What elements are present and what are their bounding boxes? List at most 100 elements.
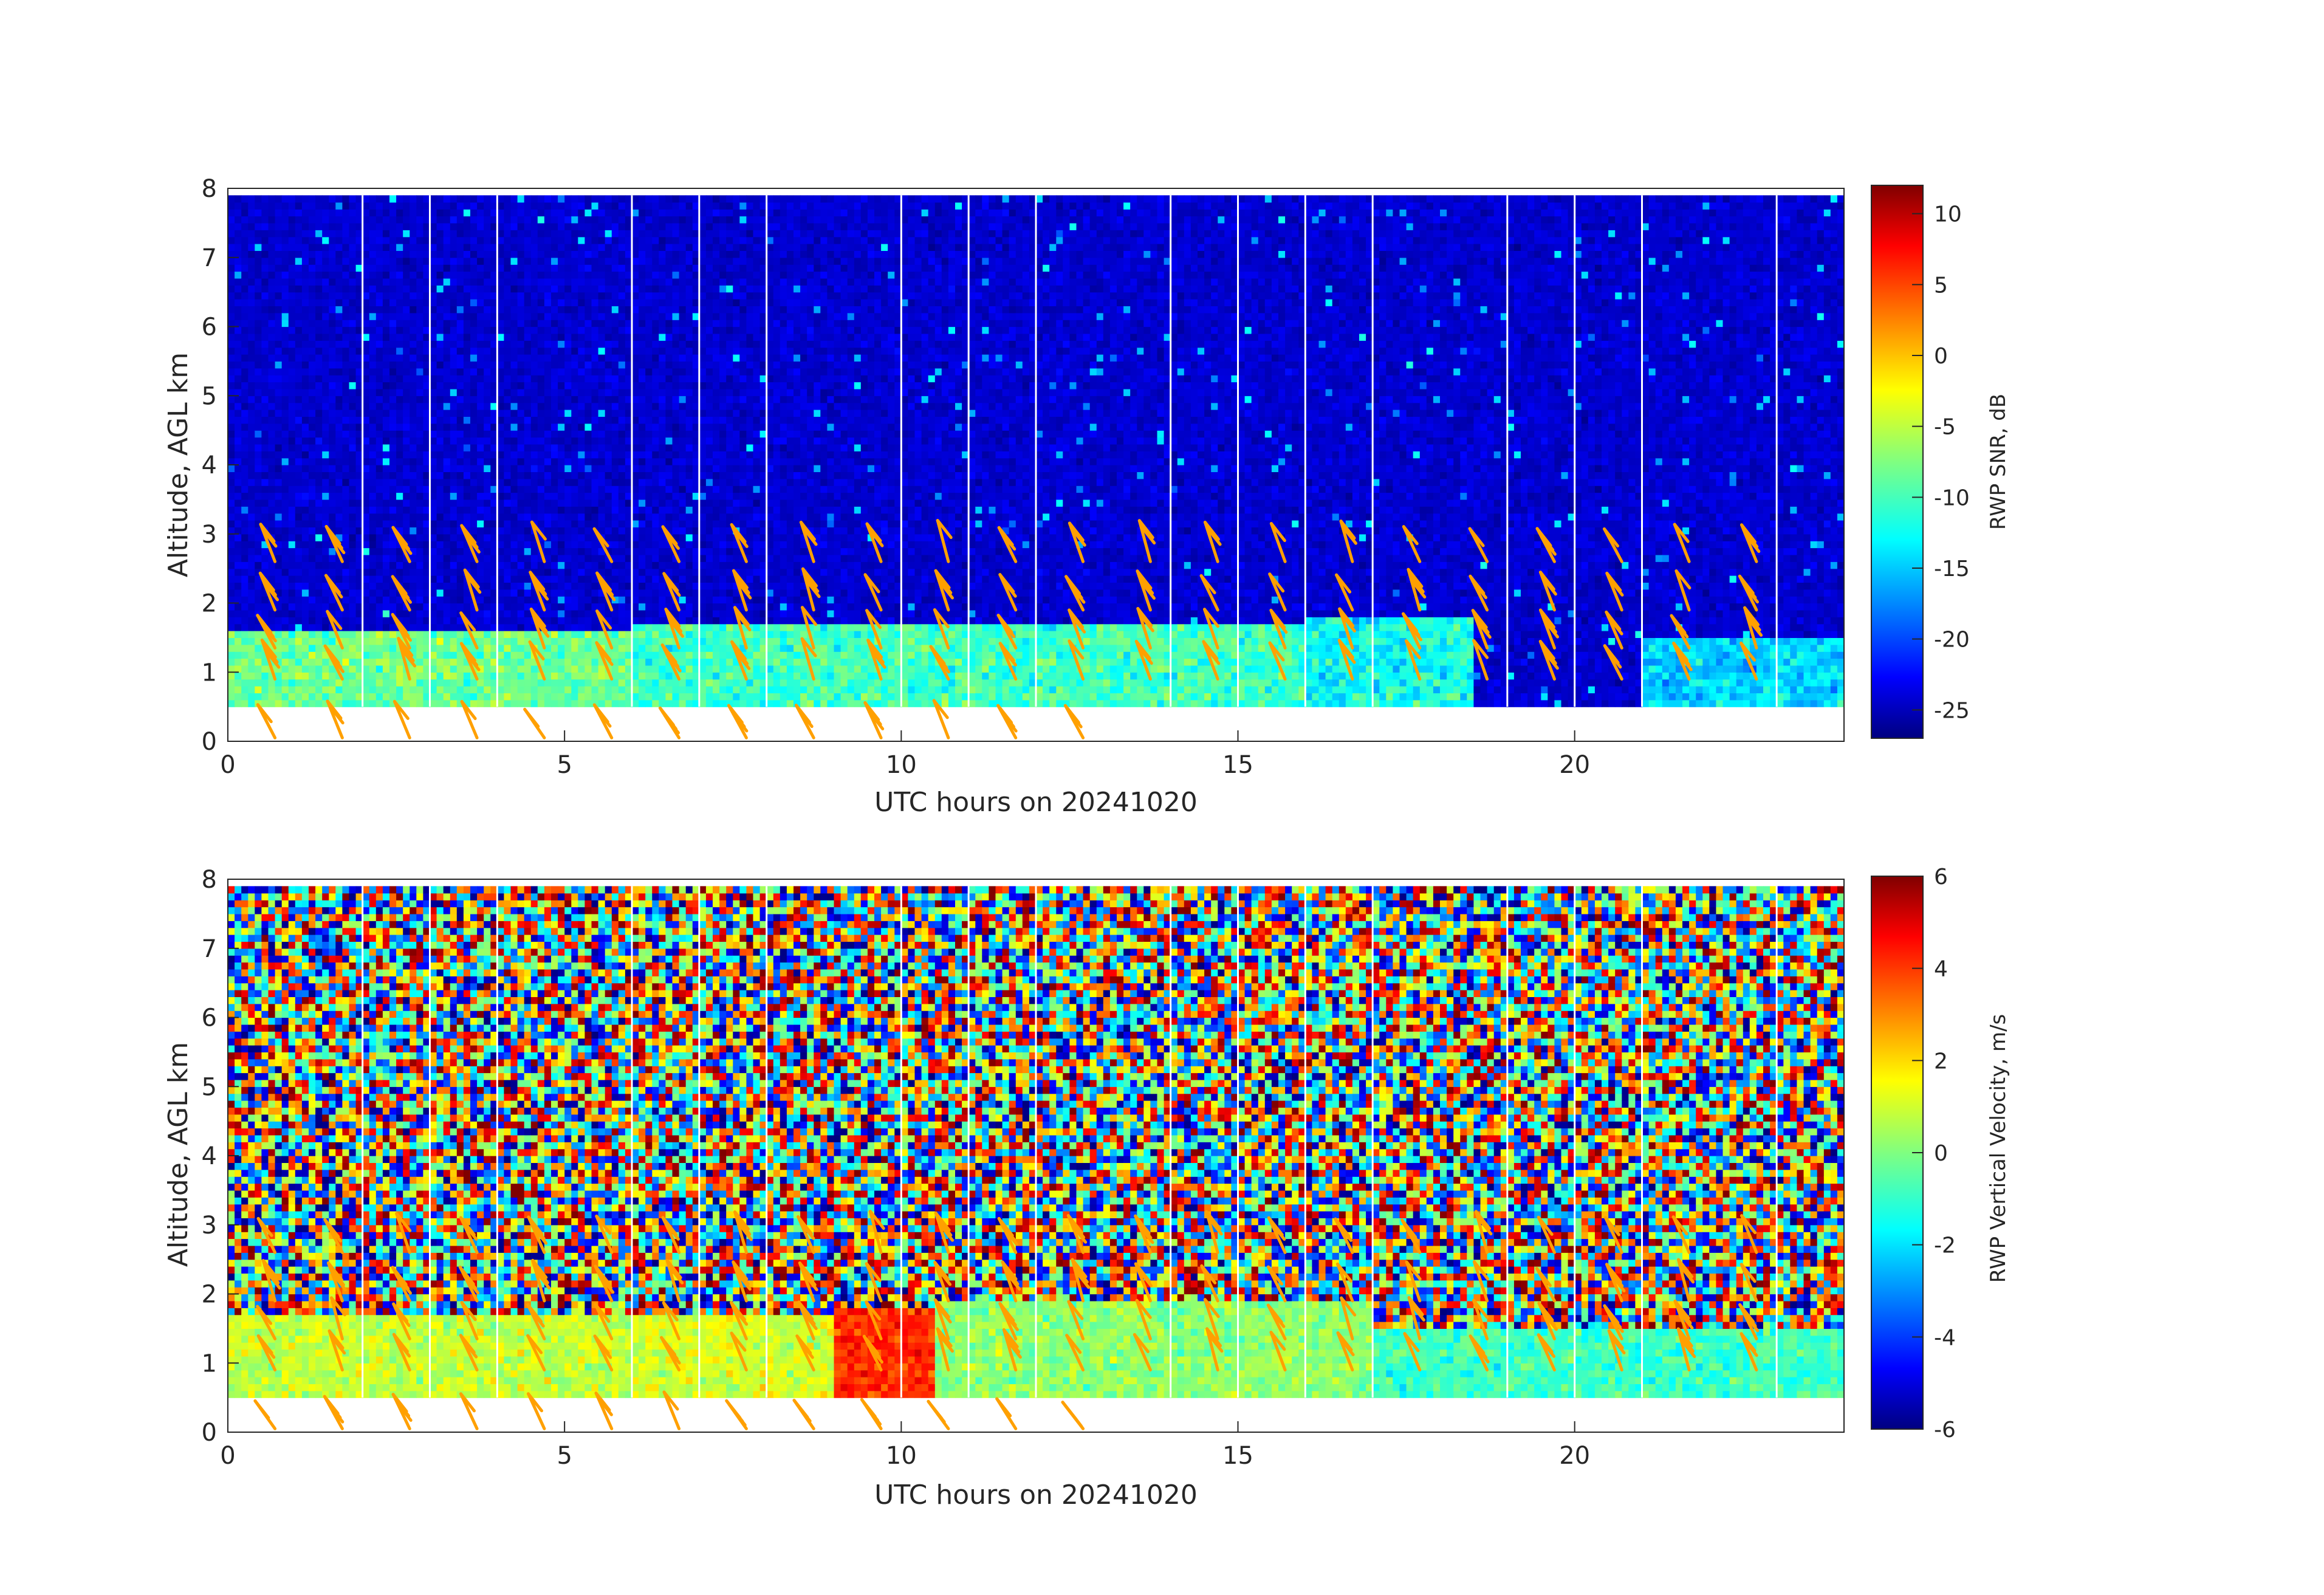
heatmap-cell bbox=[369, 285, 377, 292]
heatmap-cell bbox=[235, 396, 242, 403]
heatmap-cell bbox=[437, 458, 444, 465]
heatmap-cell bbox=[349, 631, 357, 638]
heatmap-cell bbox=[322, 250, 329, 258]
heatmap-cell bbox=[275, 424, 283, 431]
heatmap-cell bbox=[430, 548, 437, 555]
heatmap-cell bbox=[477, 430, 484, 437]
heatmap-cell bbox=[430, 458, 437, 465]
heatmap-cell bbox=[282, 313, 289, 320]
heatmap-cell bbox=[470, 244, 478, 251]
heatmap-cell bbox=[282, 645, 289, 652]
heatmap-cell bbox=[444, 458, 451, 465]
heatmap-cell bbox=[255, 348, 262, 355]
heatmap-cell bbox=[255, 541, 262, 548]
heatmap-cell bbox=[457, 659, 464, 666]
heatmap-cell bbox=[430, 589, 437, 597]
heatmap-cell bbox=[322, 444, 329, 451]
heatmap-cell bbox=[261, 493, 269, 500]
heatmap-cell bbox=[302, 202, 309, 210]
heatmap-cell bbox=[376, 637, 383, 645]
heatmap-cell bbox=[329, 320, 336, 327]
heatmap-cell bbox=[444, 389, 451, 396]
heatmap-cell bbox=[302, 541, 309, 548]
heatmap-cell bbox=[444, 569, 451, 576]
heatmap-cell bbox=[315, 610, 323, 617]
heatmap-cell bbox=[410, 534, 417, 541]
heatmap-cell bbox=[416, 264, 423, 272]
heatmap-cell bbox=[342, 686, 349, 693]
heatmap-cell bbox=[335, 272, 343, 279]
heatmap-cell bbox=[464, 458, 471, 465]
heatmap-cell bbox=[403, 527, 410, 534]
heatmap-cell bbox=[235, 278, 242, 286]
heatmap-cell bbox=[464, 327, 471, 334]
heatmap-cell bbox=[282, 264, 289, 272]
heatmap-cell bbox=[383, 382, 390, 389]
heatmap-cell bbox=[329, 569, 336, 576]
heatmap-cell bbox=[444, 250, 451, 258]
heatmap-cell bbox=[302, 686, 309, 693]
heatmap-cell bbox=[248, 458, 255, 465]
heatmap-cell bbox=[228, 354, 235, 362]
heatmap-cell bbox=[464, 216, 471, 224]
heatmap-cell bbox=[450, 430, 458, 437]
heatmap-cell bbox=[477, 485, 484, 493]
heatmap-cell bbox=[383, 513, 390, 521]
heatmap-cell bbox=[363, 327, 370, 334]
heatmap-cell bbox=[329, 437, 336, 445]
heatmap-cell bbox=[363, 555, 370, 562]
heatmap-cell bbox=[248, 389, 255, 396]
heatmap-cell bbox=[302, 603, 309, 611]
heatmap-cell bbox=[289, 430, 296, 437]
heatmap-cell bbox=[289, 637, 296, 645]
heatmap-cell bbox=[430, 624, 437, 631]
heatmap-cell bbox=[410, 389, 417, 396]
heatmap-cell bbox=[335, 306, 343, 313]
heatmap-cell bbox=[309, 624, 316, 631]
heatmap-cell bbox=[235, 223, 242, 230]
heatmap-cell bbox=[369, 223, 377, 230]
heatmap-cell bbox=[444, 416, 451, 424]
heatmap-cell bbox=[430, 534, 437, 541]
heatmap-cell bbox=[416, 672, 423, 679]
heatmap-cell bbox=[295, 382, 303, 389]
heatmap-cell bbox=[282, 285, 289, 292]
heatmap-cell bbox=[295, 202, 303, 210]
heatmap-cell bbox=[241, 278, 249, 286]
heatmap-cell bbox=[248, 237, 255, 244]
heatmap-cell bbox=[470, 258, 478, 265]
heatmap-cell bbox=[248, 416, 255, 424]
heatmap-cell bbox=[349, 216, 357, 224]
heatmap-cell bbox=[437, 637, 444, 645]
heatmap-cell bbox=[437, 430, 444, 437]
heatmap-cell bbox=[430, 575, 437, 583]
heatmap-cell bbox=[329, 313, 336, 320]
heatmap-cell bbox=[389, 223, 397, 230]
heatmap-cell bbox=[342, 493, 349, 500]
heatmap-cell bbox=[315, 458, 323, 465]
heatmap-cell bbox=[470, 334, 478, 341]
heatmap-cell bbox=[437, 237, 444, 244]
heatmap-cell bbox=[444, 679, 451, 687]
heatmap-cell bbox=[269, 430, 276, 437]
heatmap-cell bbox=[383, 244, 390, 251]
heatmap-cell bbox=[342, 430, 349, 437]
heatmap-cell bbox=[349, 506, 357, 513]
heatmap-cell bbox=[457, 458, 464, 465]
heatmap-cell bbox=[363, 258, 370, 265]
heatmap-cell bbox=[261, 603, 269, 611]
heatmap-cell bbox=[416, 202, 423, 210]
heatmap-cell bbox=[477, 375, 484, 382]
heatmap-cell bbox=[430, 292, 437, 300]
heatmap-cell bbox=[228, 320, 235, 327]
heatmap-cell bbox=[235, 258, 242, 265]
heatmap-cell bbox=[484, 458, 491, 465]
heatmap-cell bbox=[309, 306, 316, 313]
heatmap-cell bbox=[376, 451, 383, 458]
heatmap-cell bbox=[235, 479, 242, 486]
heatmap-cell bbox=[335, 216, 343, 224]
heatmap-cell bbox=[444, 264, 451, 272]
heatmap-cell bbox=[261, 665, 269, 673]
heatmap-cell bbox=[228, 527, 235, 534]
